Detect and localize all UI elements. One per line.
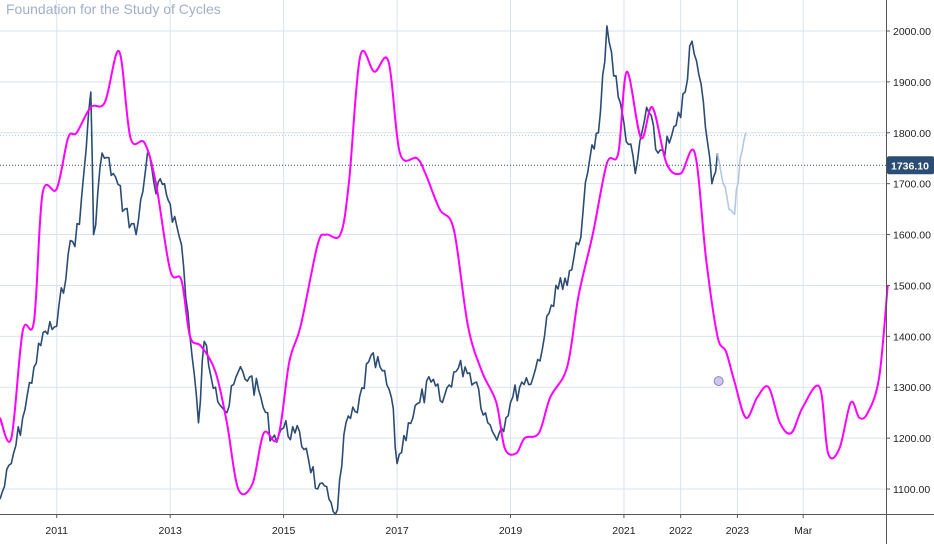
y-tick-label: 1200.00 [893, 433, 931, 445]
x-tick-label: 2011 [45, 525, 68, 537]
watermark: Foundation for the Study of Cycles [6, 1, 221, 17]
y-tick-label: 1300.00 [893, 382, 931, 394]
y-tick-label: 1700.00 [893, 179, 931, 191]
x-tick-label: 2022 [669, 525, 693, 537]
y-tick-label: 1400.00 [893, 331, 931, 343]
y-tick-label: 1600.00 [893, 230, 931, 242]
x-tick-label: 2015 [272, 525, 296, 537]
x-tick-label: 2023 [726, 525, 750, 537]
x-tick-label: 2017 [385, 525, 409, 537]
y-tick-label: 1900.00 [893, 77, 931, 89]
last-price-tag-bg [887, 156, 934, 175]
reference-lines [0, 134, 886, 166]
x-axis-ticks: 2011 2013 2015 2017 2019 2021 2022 2023 Mar [45, 514, 813, 537]
y-tick-label: 1800.00 [893, 128, 931, 140]
cycle-marker-point [713, 376, 724, 387]
x-tick-label: Mar [794, 525, 813, 537]
series-cycle-line [0, 49, 889, 496]
x-tick-label: 2021 [612, 525, 636, 537]
series-price_projection-line [716, 132, 747, 215]
series-price-line [0, 25, 719, 516]
x-tick-label: 2019 [499, 525, 523, 537]
y-axis-ticks: 1100.00 1200.00 1300.00 1400.00 1500.00 1600.… [886, 26, 931, 496]
y-tick-label: 1100.00 [893, 484, 930, 496]
y-tick-label: 1500.00 [893, 280, 931, 292]
series-layer [0, 25, 889, 516]
y-tick-label: 2000.00 [893, 26, 931, 38]
x-tick-label: 2013 [158, 525, 182, 537]
last-price-tag: 1736.10 [887, 156, 934, 175]
last-price-tag-label: 1736.10 [891, 160, 929, 172]
grid-lines [0, 0, 886, 514]
